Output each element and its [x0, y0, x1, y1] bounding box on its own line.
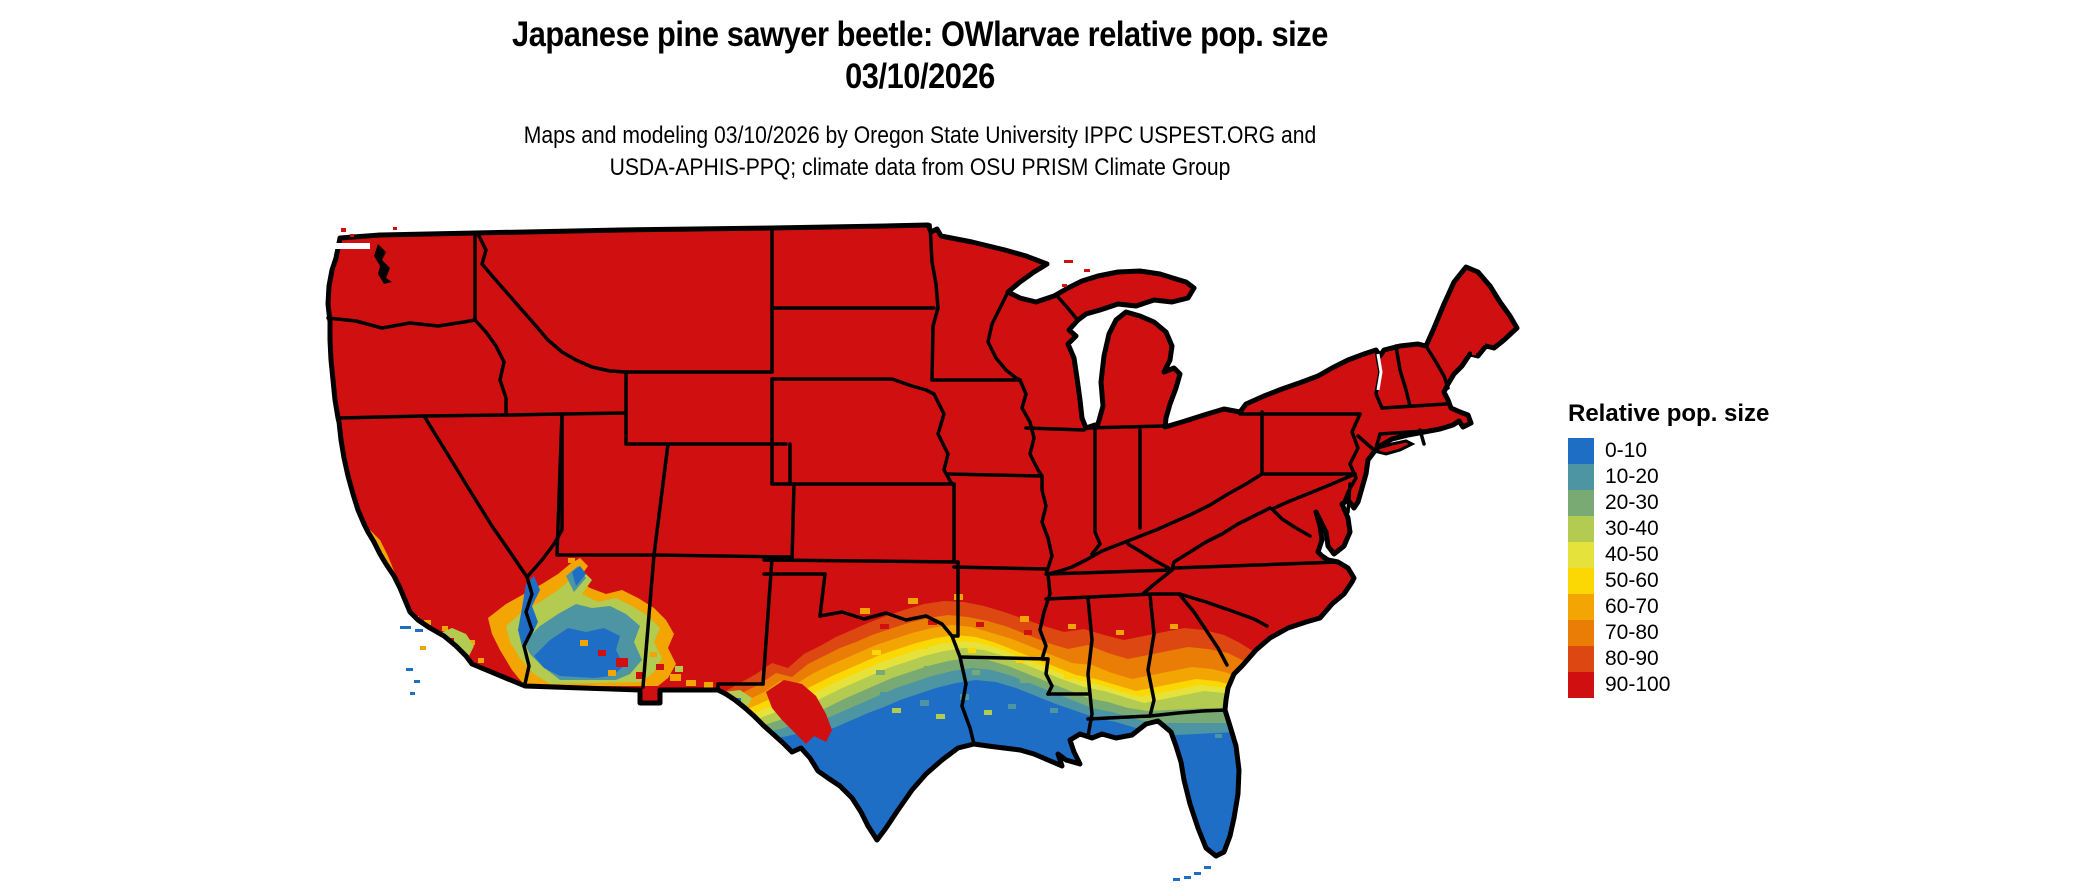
legend-item-80-90: 80-90	[1568, 646, 1769, 672]
juan-de-fuca-strait	[320, 243, 370, 249]
legend-item-40-50: 40-50	[1568, 542, 1769, 568]
figure-title-line1: Japanese pine sawyer beetle: OWlarvae re…	[512, 15, 1328, 54]
legend-swatch-30-40	[1568, 516, 1594, 542]
legend-swatch-50-60	[1568, 568, 1594, 594]
conus-coastline-outline	[325, 222, 1520, 859]
legend-label-70-80: 70-80	[1605, 621, 1659, 644]
legend-swatch-70-80	[1568, 620, 1594, 646]
legend-label-50-60: 50-60	[1605, 569, 1659, 592]
band-noise-green	[876, 666, 1028, 683]
us-choropleth-map	[320, 222, 1540, 892]
subtitle-line1: Maps and modeling 03/10/2026 by Oregon S…	[523, 122, 1317, 149]
lake-champlain	[1376, 353, 1383, 391]
legend-swatch-80-90	[1568, 646, 1594, 672]
legend-label-40-50: 40-50	[1605, 543, 1659, 566]
legend-label-60-70: 60-70	[1605, 595, 1659, 618]
legend-title: Relative pop. size	[1568, 400, 1770, 427]
map-svg	[320, 222, 1520, 881]
puget-sound-inlet	[374, 244, 392, 284]
legend-swatch-90-100	[1568, 672, 1594, 698]
legend-item-50-60: 50-60	[1568, 568, 1769, 594]
band-noise-red	[880, 620, 1032, 635]
desert-amber-specks	[580, 640, 657, 676]
legend-item-20-30: 20-30	[1568, 490, 1769, 516]
band-noise-yellow	[872, 644, 1183, 692]
legend-swatch-10-20	[1568, 464, 1594, 490]
band-noise-yellowgreen	[892, 708, 992, 719]
base-fill-90-100	[328, 225, 1517, 856]
subtitle-line2: USDA-APHIS-PPQ; climate data from OSU PR…	[609, 154, 1231, 181]
legend-item-90-100: 90-100	[1568, 672, 1769, 698]
figure-header: Japanese pine sawyer beetle: OWlarvae re…	[330, 14, 1509, 184]
figure-title-line2: 03/10/2026	[845, 57, 995, 96]
offshore-islands-blue	[400, 626, 1211, 881]
legend-label-10-20: 10-20	[1605, 465, 1659, 488]
legend-item-30-40: 30-40	[1568, 516, 1769, 542]
raster-fill-layer	[328, 225, 1517, 856]
legend-item-70-80: 70-80	[1568, 620, 1769, 646]
figure-subtitle: Maps and modeling 03/10/2026 by Oregon S…	[330, 120, 1509, 184]
legend-swatch-60-70	[1568, 594, 1594, 620]
legend-label-20-30: 20-30	[1605, 491, 1659, 514]
legend-swatch-20-30	[1568, 490, 1594, 516]
legend-label-80-90: 80-90	[1605, 647, 1659, 670]
big-bend-red-patch	[766, 680, 832, 744]
legend-item-10-20: 10-20	[1568, 464, 1769, 490]
legend-item-0-10: 0-10	[1568, 438, 1769, 464]
channel-island-amber-speck	[420, 646, 426, 650]
long-island	[1376, 439, 1416, 456]
offshore-islands-red	[341, 227, 1492, 355]
legend-item-60-70: 60-70	[1568, 594, 1769, 620]
legend-swatch-40-50	[1568, 542, 1594, 568]
legend-label-90-100: 90-100	[1605, 673, 1671, 696]
legend-label-0-10: 0-10	[1605, 439, 1648, 462]
legend-label-30-40: 30-40	[1605, 517, 1659, 540]
legend-swatch-0-10	[1568, 438, 1594, 464]
map-legend: Relative pop. size 0-10 10-20 20-30 30-4…	[1568, 400, 1769, 698]
